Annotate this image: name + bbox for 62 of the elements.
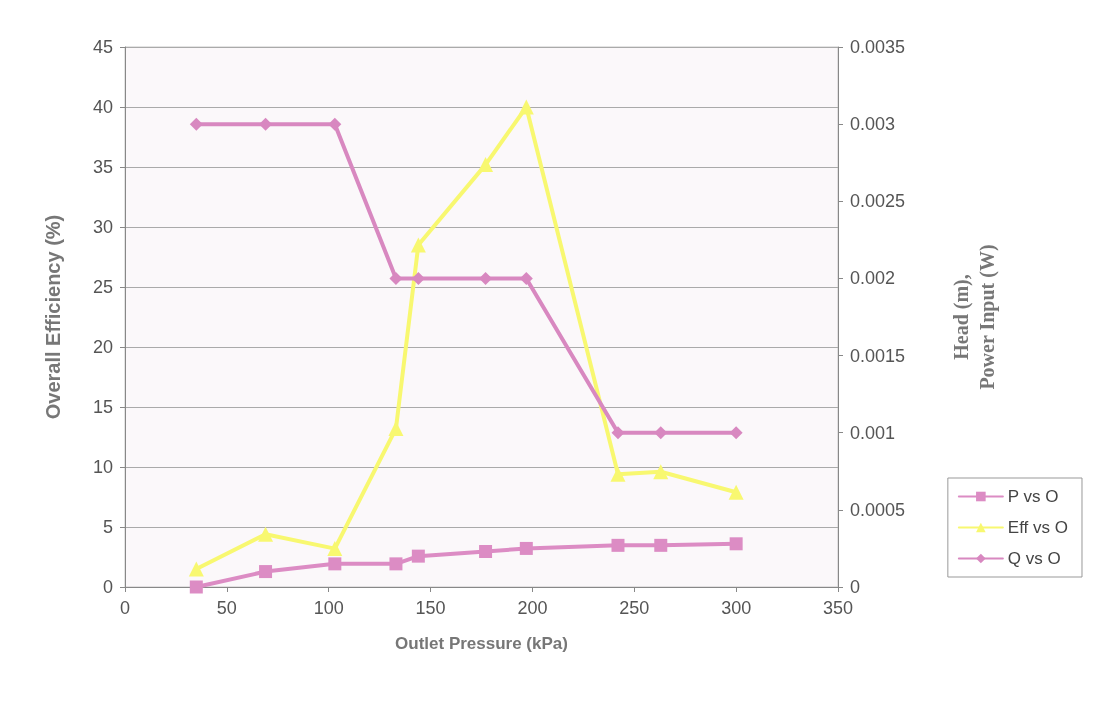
y-tick-label: 45 (92, 37, 113, 57)
point (327, 541, 343, 557)
y-axis-title: Overall Efficiency (%) (42, 214, 64, 420)
x-axis-title: Outlet Pressure (kPa) (395, 634, 568, 653)
point (728, 484, 744, 500)
point (189, 117, 203, 131)
point (479, 271, 493, 285)
point (479, 545, 493, 559)
y-tick-label: 10 (92, 457, 113, 477)
x-tick-label: 50 (216, 598, 237, 618)
y-tick-label: 40 (92, 97, 113, 117)
x-tick-label: 300 (721, 598, 752, 618)
point (389, 557, 403, 571)
point (411, 271, 425, 285)
x-tick-label: 0 (119, 598, 131, 618)
point (729, 426, 743, 440)
x-tick-label: 200 (517, 598, 548, 618)
x-tick-label: 150 (415, 598, 446, 618)
x-tick-label: 100 (313, 598, 344, 618)
y2-tick-label: 0 (850, 577, 861, 597)
y-tick-label: 15 (92, 397, 113, 417)
point (188, 561, 204, 577)
point (411, 549, 425, 563)
point (259, 565, 273, 579)
y2-tick-label: 0.001 (850, 422, 896, 443)
point (388, 421, 404, 437)
point (654, 538, 668, 552)
y2-tick-label: 0.0015 (850, 345, 906, 366)
point (610, 466, 626, 482)
y-tick-label: 20 (92, 337, 113, 357)
point (653, 464, 669, 480)
point (328, 557, 342, 571)
legend-label: Eff vs O (1007, 518, 1069, 537)
y2-axis-title: Head (m), Power Input (W) (950, 244, 999, 390)
point (410, 237, 426, 253)
y-tick-label: 0 (102, 577, 113, 597)
point (611, 538, 625, 552)
point (611, 426, 625, 440)
legend-label: Q vs O (1007, 549, 1061, 568)
y2-tick-label: 0.0025 (850, 191, 906, 212)
y-tick-label: 5 (102, 517, 113, 537)
y2-tick-label: 0.0035 (850, 37, 906, 57)
y-tick-label: 35 (92, 157, 113, 177)
point (389, 271, 403, 285)
y-tick-label: 30 (92, 217, 113, 237)
y2-tick-label: 0.002 (850, 268, 896, 289)
point (519, 541, 533, 555)
point (654, 426, 668, 440)
y2-tick-label: 0.003 (850, 114, 896, 135)
point (478, 157, 494, 173)
x-tick-label: 350 (822, 598, 854, 618)
y2-tick-label: 0.0005 (850, 499, 906, 520)
legend-label: P vs O (1007, 487, 1059, 506)
point (259, 117, 273, 131)
point (729, 537, 743, 551)
point (258, 526, 274, 542)
point (189, 580, 203, 594)
x-tick-label: 250 (619, 598, 650, 618)
point (519, 271, 533, 285)
point (518, 99, 534, 115)
point (328, 117, 342, 131)
y-tick-label: 25 (92, 277, 113, 297)
